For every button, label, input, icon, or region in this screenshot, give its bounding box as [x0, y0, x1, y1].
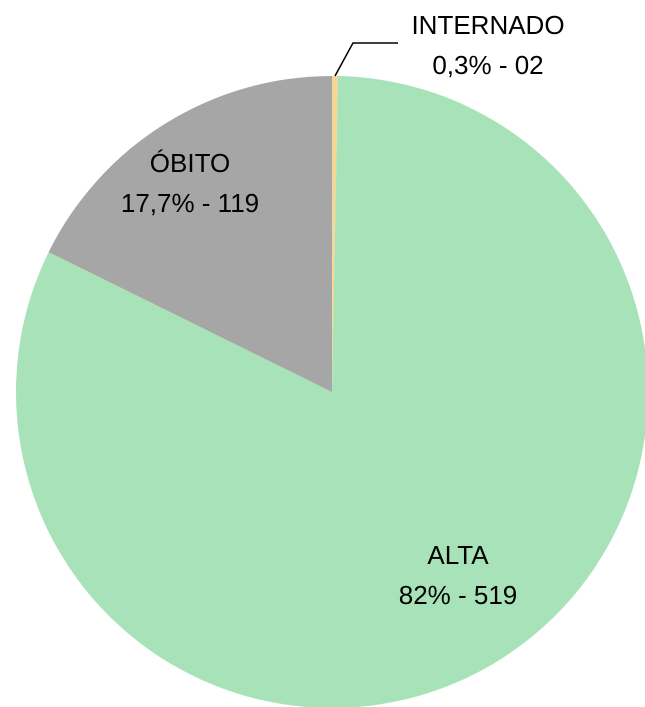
- pie-slice: [16, 76, 645, 707]
- slice-value-label: 82% - 519: [399, 580, 518, 610]
- slice-value-label: 17,7% - 119: [121, 188, 259, 218]
- slice-label: ÓBITO: [150, 148, 230, 178]
- pie-slice: [332, 76, 338, 392]
- slice-label: INTERNADO: [411, 10, 564, 40]
- slice-label: ALTA: [427, 540, 489, 570]
- pie-slice: [48, 76, 332, 392]
- slice-value-label: 0,3% - 02: [432, 50, 543, 80]
- leader-line: [334, 42, 398, 77]
